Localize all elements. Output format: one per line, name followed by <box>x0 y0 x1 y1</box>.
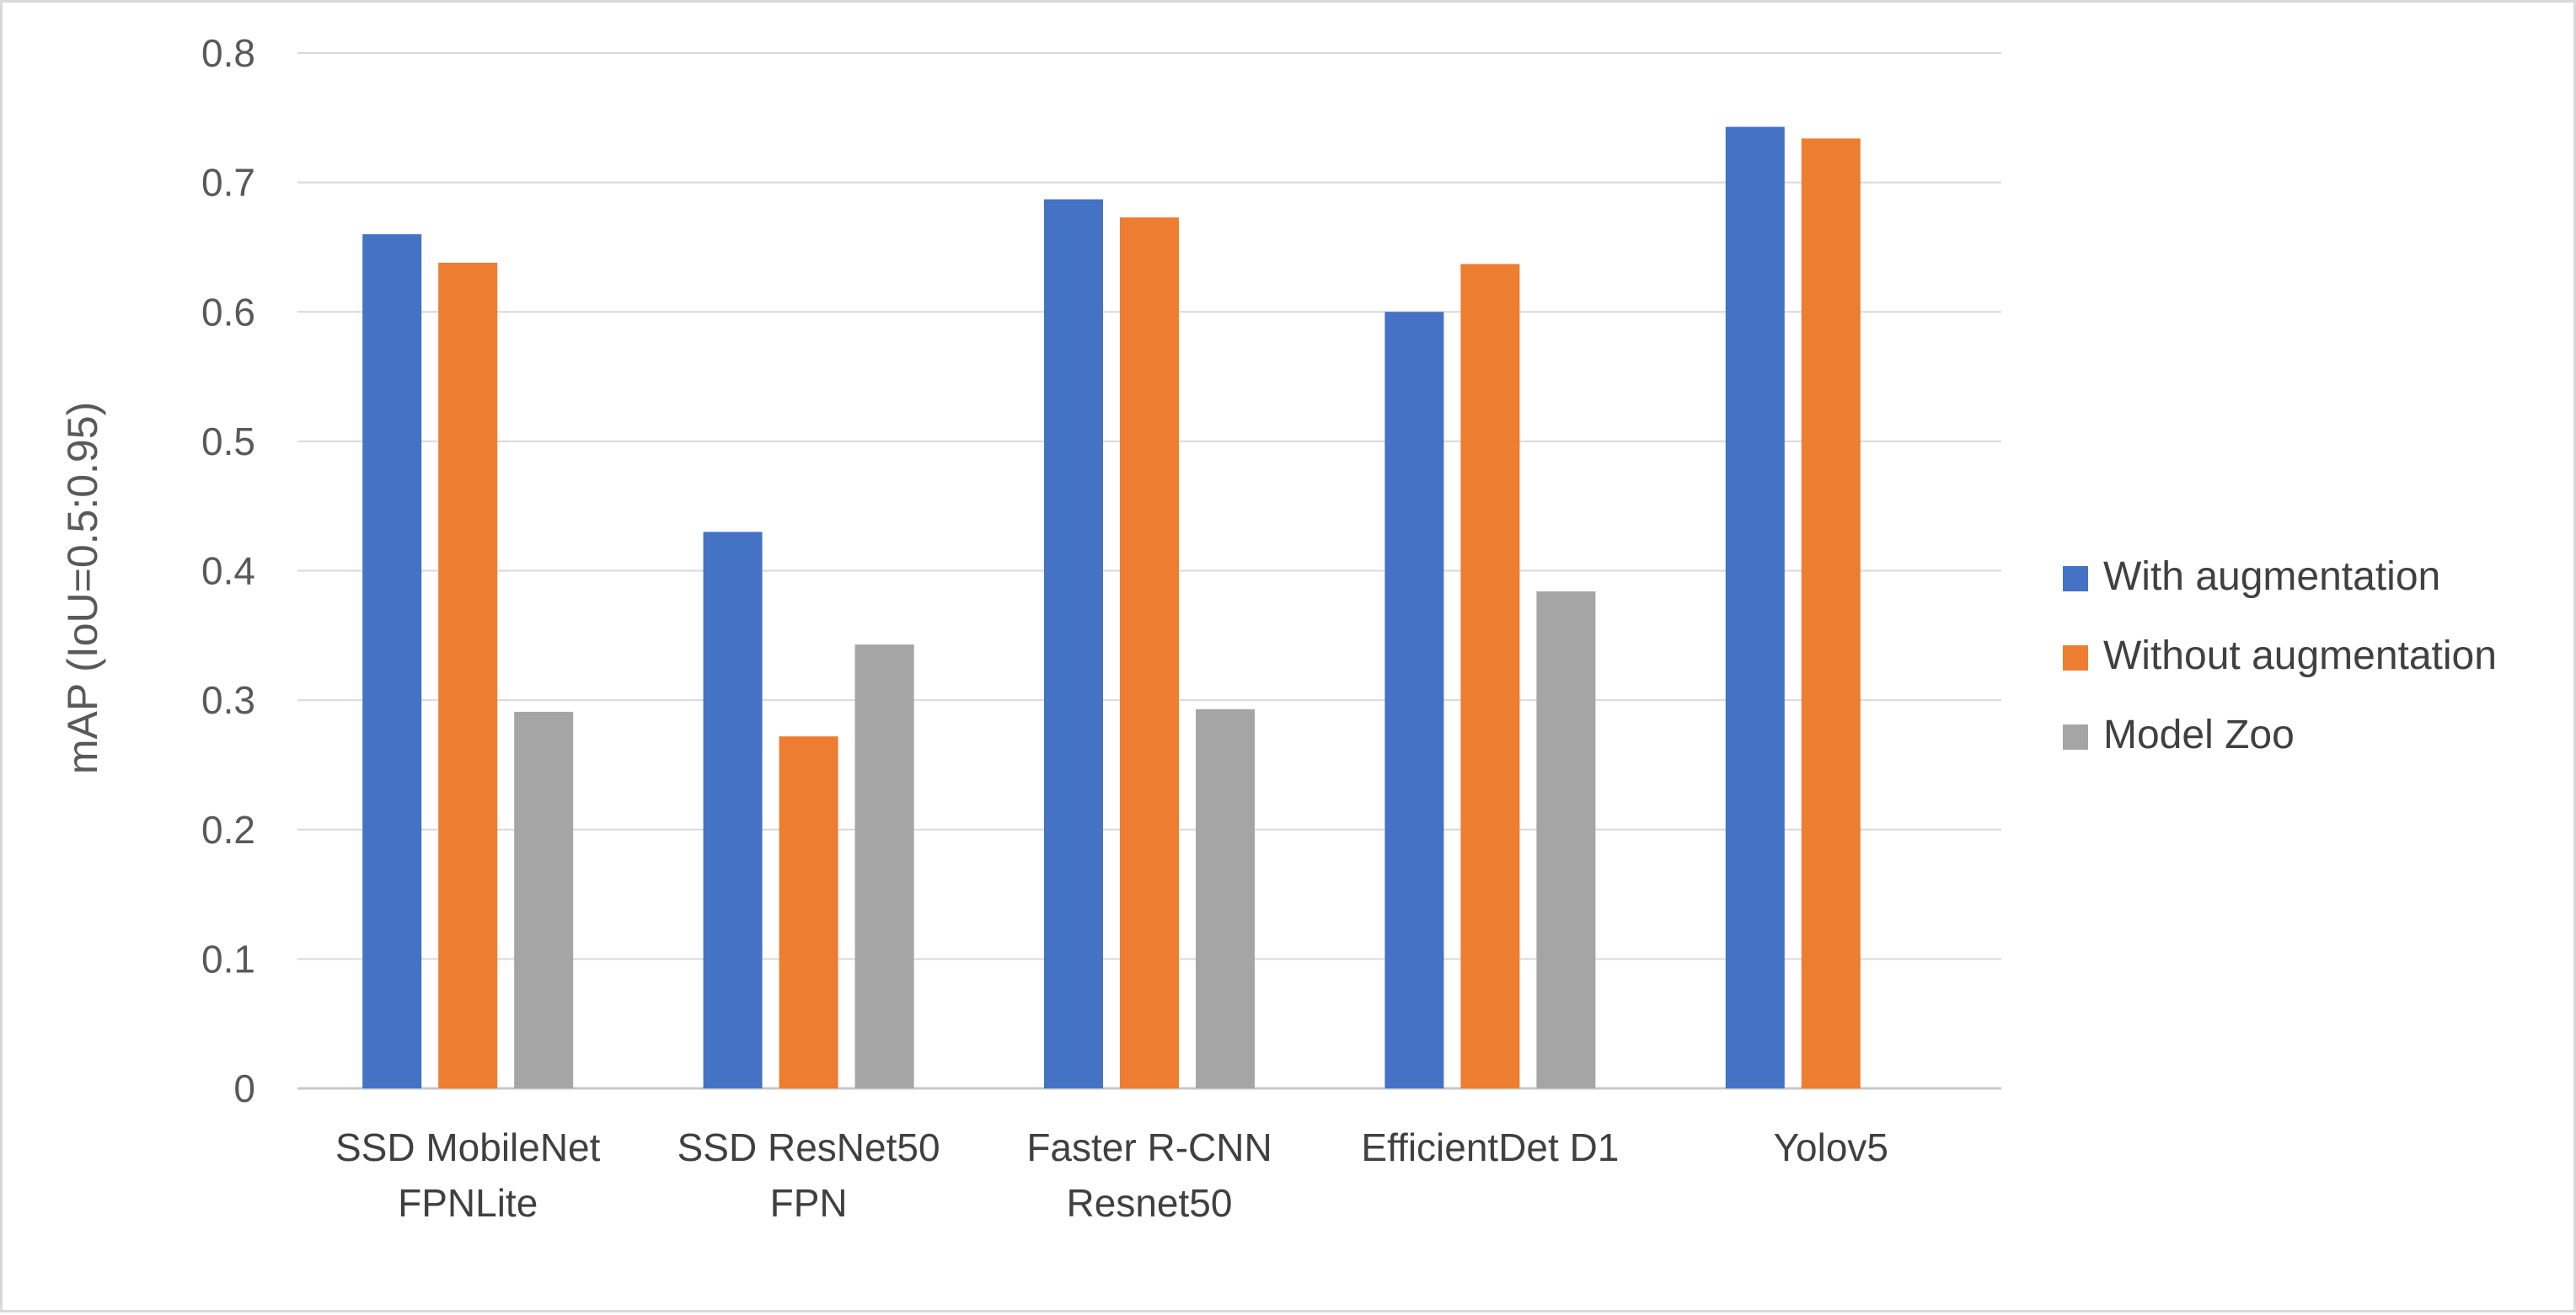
legend-label: With augmentation <box>2103 554 2440 599</box>
legend-item: Model Zoo <box>2063 713 2295 757</box>
bar <box>438 262 498 1088</box>
bar-chart: 0 0.1 0.2 0.3 0.4 0.5 0.6 0.7 0.8 SSD MobileNet F… <box>59 31 2497 1225</box>
y-axis-ticks: 0 0.1 0.2 0.3 0.4 0.5 0.6 0.7 0.8 <box>201 31 255 1110</box>
legend-item: With augmentation <box>2063 554 2440 599</box>
bar <box>1120 217 1179 1088</box>
bar <box>1725 126 1785 1088</box>
bar <box>703 532 763 1088</box>
x-category-label: SSD MobileNet FPNLite <box>335 1125 601 1225</box>
legend-label: Without augmentation <box>2103 633 2497 678</box>
y-tick-label: 0.4 <box>201 549 255 593</box>
bar <box>1536 591 1596 1088</box>
x-category-label: SSD ResNet50 FPN <box>677 1125 940 1225</box>
x-axis-categories: SSD MobileNet FPNLite SSD ResNet50 FPN Faste… <box>335 1125 1888 1225</box>
bar <box>1460 264 1520 1088</box>
y-tick-label: 0.6 <box>201 290 255 334</box>
x-category-label: EfficientDet D1 <box>1361 1125 1619 1169</box>
y-axis-label: mAP (IoU=0.5:0.95) <box>59 402 106 774</box>
bar <box>854 644 914 1088</box>
bars <box>362 126 1861 1089</box>
y-tick-label: 0.8 <box>201 31 255 75</box>
legend-swatch <box>2063 645 2088 671</box>
x-category-label: Faster R-CNN Resnet50 <box>1026 1125 1272 1225</box>
bar <box>362 234 422 1088</box>
legend-swatch <box>2063 566 2088 591</box>
y-tick-label: 0.1 <box>201 937 255 981</box>
bar <box>1384 312 1444 1088</box>
bar <box>1196 708 1255 1088</box>
legend: With augmentation Without augmentation Mod… <box>2063 554 2497 757</box>
y-tick-label: 0.7 <box>201 161 255 205</box>
legend-item: Without augmentation <box>2063 633 2497 678</box>
bar <box>514 711 574 1088</box>
bar <box>1044 199 1103 1089</box>
y-tick-label: 0.5 <box>201 420 255 463</box>
bar <box>779 736 838 1088</box>
legend-label: Model Zoo <box>2103 713 2295 757</box>
y-tick-label: 0 <box>233 1066 255 1110</box>
x-category-label: Yolov5 <box>1774 1125 1888 1169</box>
bar <box>1801 138 1861 1089</box>
legend-swatch <box>2063 724 2088 750</box>
y-tick-label: 0.2 <box>201 808 255 852</box>
y-tick-label: 0.3 <box>201 678 255 722</box>
